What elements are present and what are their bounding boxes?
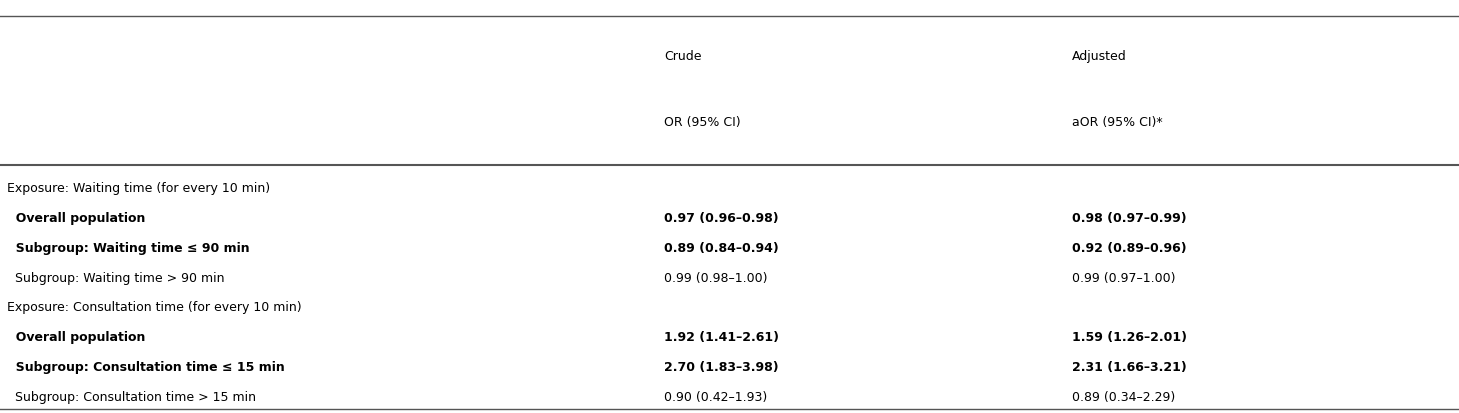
- Text: Overall population: Overall population: [7, 330, 146, 343]
- Text: 0.99 (0.97–1.00): 0.99 (0.97–1.00): [1072, 271, 1176, 284]
- Text: 0.90 (0.42–1.93): 0.90 (0.42–1.93): [664, 390, 767, 403]
- Text: Subgroup: Consultation time ≤ 15 min: Subgroup: Consultation time ≤ 15 min: [7, 360, 285, 373]
- Text: 0.99 (0.98–1.00): 0.99 (0.98–1.00): [664, 271, 767, 284]
- Text: 1.92 (1.41–2.61): 1.92 (1.41–2.61): [664, 330, 779, 343]
- Text: Exposure: Waiting time (for every 10 min): Exposure: Waiting time (for every 10 min…: [7, 182, 270, 195]
- Text: 0.89 (0.84–0.94): 0.89 (0.84–0.94): [664, 241, 779, 254]
- Text: 0.89 (0.34–2.29): 0.89 (0.34–2.29): [1072, 390, 1176, 403]
- Text: Crude: Crude: [664, 50, 702, 62]
- Text: Subgroup: Consultation time > 15 min: Subgroup: Consultation time > 15 min: [7, 390, 257, 403]
- Text: 0.98 (0.97–0.99): 0.98 (0.97–0.99): [1072, 211, 1188, 224]
- Text: 2.70 (1.83–3.98): 2.70 (1.83–3.98): [664, 360, 779, 373]
- Text: 1.59 (1.26–2.01): 1.59 (1.26–2.01): [1072, 330, 1188, 343]
- Text: OR (95% CI): OR (95% CI): [664, 116, 741, 128]
- Text: Overall population: Overall population: [7, 211, 146, 224]
- Text: 0.97 (0.96–0.98): 0.97 (0.96–0.98): [664, 211, 779, 224]
- Text: Adjusted: Adjusted: [1072, 50, 1128, 62]
- Text: 0.92 (0.89–0.96): 0.92 (0.89–0.96): [1072, 241, 1188, 254]
- Text: Exposure: Consultation time (for every 10 min): Exposure: Consultation time (for every 1…: [7, 301, 302, 313]
- Text: Subgroup: Waiting time ≤ 90 min: Subgroup: Waiting time ≤ 90 min: [7, 241, 249, 254]
- Text: 2.31 (1.66–3.21): 2.31 (1.66–3.21): [1072, 360, 1188, 373]
- Text: aOR (95% CI)*: aOR (95% CI)*: [1072, 116, 1163, 128]
- Text: Subgroup: Waiting time > 90 min: Subgroup: Waiting time > 90 min: [7, 271, 225, 284]
